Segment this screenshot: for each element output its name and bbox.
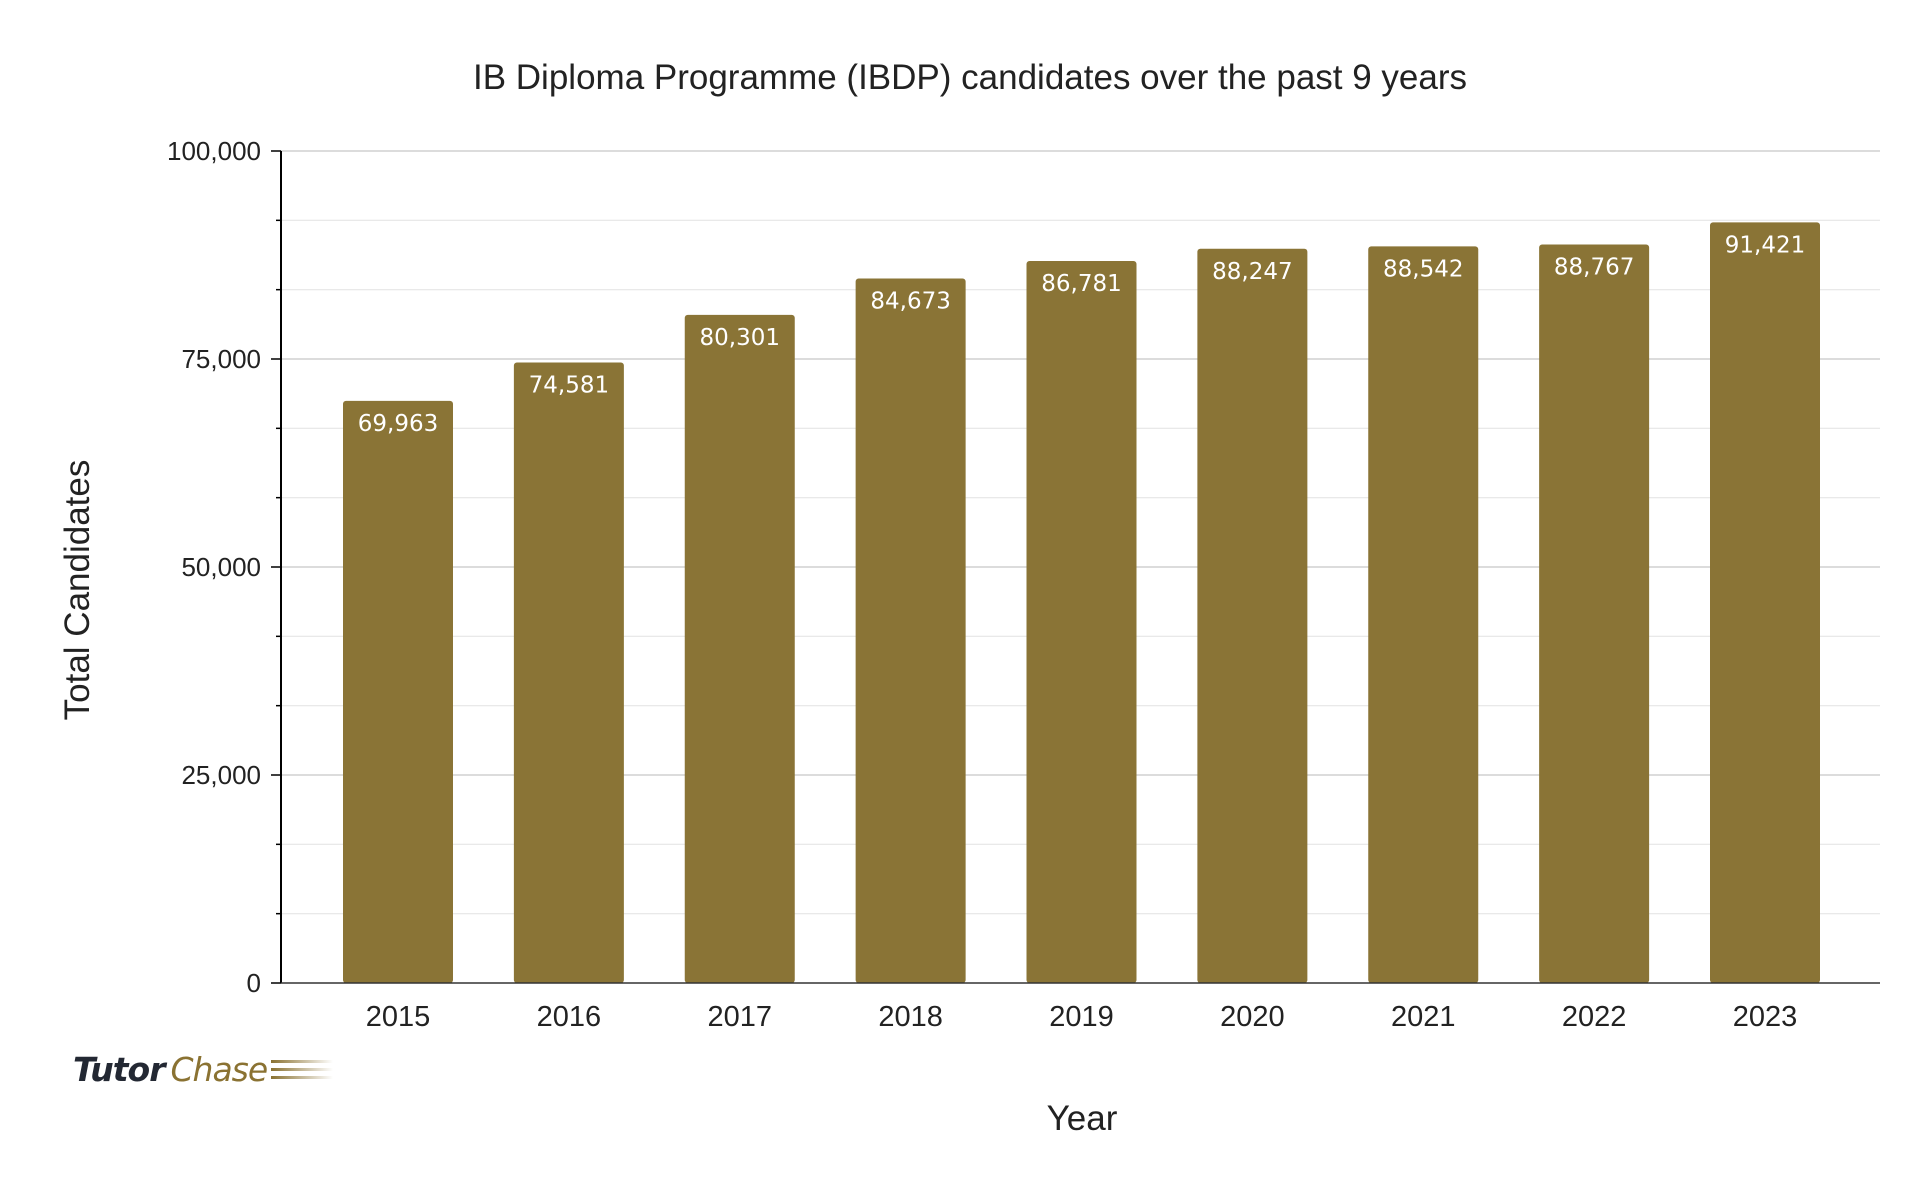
- x-tick-label: 2023: [1733, 1001, 1798, 1033]
- data-label: 88,767: [1554, 254, 1634, 280]
- bar-2023: [1710, 222, 1820, 984]
- x-tick-label: 2018: [878, 1001, 943, 1033]
- tutorchase-logo: Tutor Chase: [73, 1050, 334, 1089]
- data-label: 69,963: [358, 411, 438, 437]
- x-tick-label: 2016: [537, 1001, 602, 1033]
- y-tick-label: 25,000: [181, 760, 261, 790]
- y-axis-title: Total Candidates: [58, 460, 97, 721]
- bar-2021: [1368, 246, 1479, 983]
- logo-speed-lines: [271, 1060, 334, 1079]
- x-tick-label: 2019: [1049, 1001, 1114, 1033]
- bar-2016: [513, 362, 624, 983]
- y-tick-label: 75,000: [181, 344, 261, 374]
- y-tick-label: 0: [247, 968, 261, 998]
- data-label: 88,542: [1383, 256, 1463, 282]
- x-tick-label: 2017: [707, 1001, 772, 1033]
- data-label: 88,247: [1212, 259, 1292, 285]
- data-label: 84,673: [870, 289, 950, 315]
- x-tick-label: 2022: [1562, 1001, 1627, 1033]
- chart-title: IB Diploma Programme (IBDP) candidates o…: [473, 58, 1467, 97]
- bar-2015: [343, 400, 453, 983]
- logo-text-chase: Chase: [170, 1050, 268, 1089]
- x-axis-title: Year: [1047, 1099, 1118, 1138]
- bar-2020: [1197, 248, 1308, 983]
- x-tick-label: 2015: [366, 1001, 431, 1033]
- x-tick-label: 2020: [1220, 1001, 1285, 1033]
- bar-2018: [855, 278, 966, 983]
- x-tick-label: 2021: [1391, 1001, 1456, 1033]
- data-label: 80,301: [700, 325, 780, 351]
- bar-2022: [1539, 244, 1650, 983]
- bar-2019: [1026, 260, 1137, 984]
- data-label: 91,421: [1725, 232, 1805, 258]
- bar-2017: [684, 314, 795, 983]
- data-label: 74,581: [529, 372, 609, 398]
- data-label: 86,781: [1041, 271, 1121, 297]
- y-tick-label: 50,000: [181, 552, 261, 582]
- logo-text-tutor: Tutor: [73, 1050, 165, 1089]
- y-tick-label: 100,000: [167, 136, 261, 166]
